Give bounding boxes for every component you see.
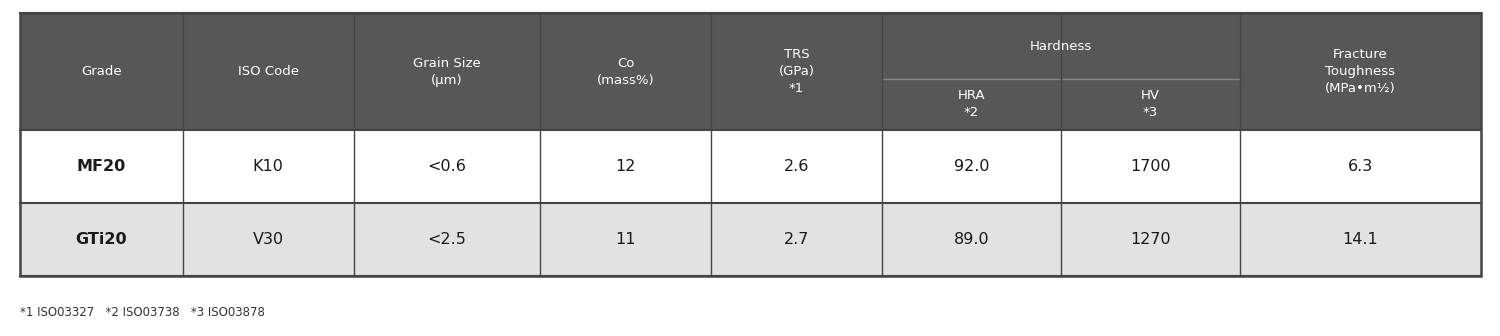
Text: Co
(mass%): Co (mass%): [597, 57, 654, 87]
Text: K10: K10: [252, 159, 284, 174]
Text: 1700: 1700: [1130, 159, 1170, 174]
Bar: [20, 203, 1480, 276]
Text: 2.7: 2.7: [784, 232, 810, 247]
Text: Hardness: Hardness: [1029, 40, 1092, 53]
Bar: [20, 130, 1480, 203]
Text: 92.0: 92.0: [954, 159, 988, 174]
Text: Grain Size
(μm): Grain Size (μm): [413, 57, 482, 87]
Bar: [20, 13, 1480, 130]
Text: Fracture
Toughness
(MPa•m½): Fracture Toughness (MPa•m½): [1324, 48, 1395, 95]
Text: 6.3: 6.3: [1347, 159, 1372, 174]
Text: GTi20: GTi20: [75, 232, 128, 247]
Text: V30: V30: [252, 232, 284, 247]
Text: *1 ISO03327   *2 ISO03738   *3 ISO03878: *1 ISO03327 *2 ISO03738 *3 ISO03878: [20, 306, 264, 319]
Text: TRS
(GPa)
*1: TRS (GPa) *1: [778, 48, 814, 95]
Text: 2.6: 2.6: [784, 159, 810, 174]
Text: 1270: 1270: [1130, 232, 1170, 247]
Text: <0.6: <0.6: [427, 159, 466, 174]
Text: 89.0: 89.0: [954, 232, 990, 247]
Text: ISO Code: ISO Code: [237, 65, 298, 78]
Text: 12: 12: [615, 159, 636, 174]
Bar: [20, 13, 1480, 276]
Text: MF20: MF20: [76, 159, 126, 174]
Text: <2.5: <2.5: [427, 232, 466, 247]
Text: 14.1: 14.1: [1342, 232, 1378, 247]
Text: Grade: Grade: [81, 65, 122, 78]
Text: 11: 11: [615, 232, 636, 247]
Text: HV
*3: HV *3: [1140, 89, 1160, 119]
Text: HRA
*2: HRA *2: [957, 89, 986, 119]
